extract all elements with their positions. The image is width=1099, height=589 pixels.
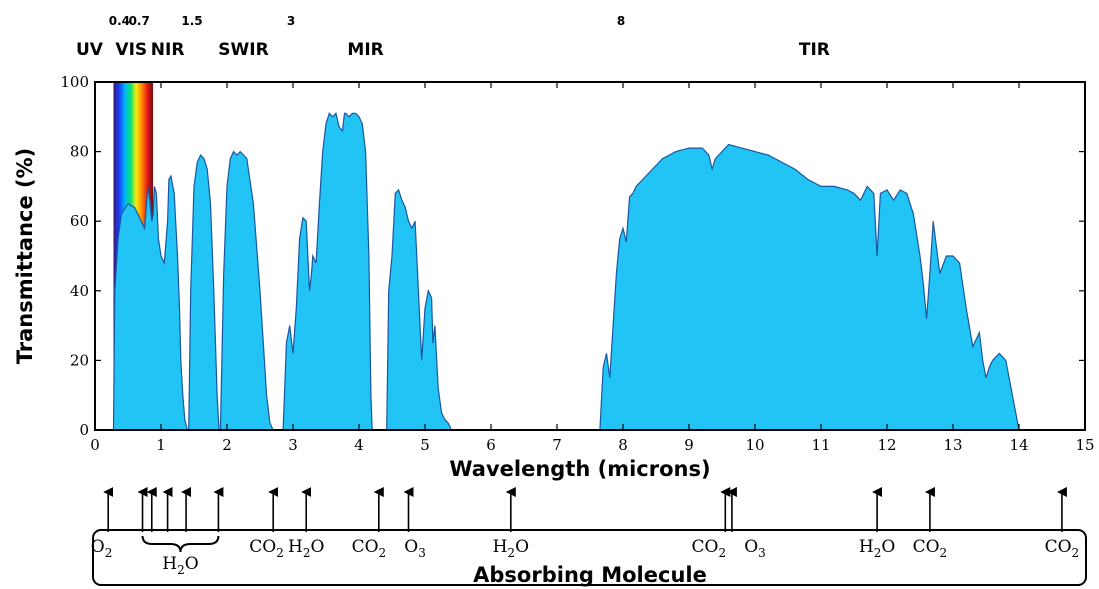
x-axis-title: Wavelength (microns) — [449, 457, 710, 481]
h2o-group-brace — [141, 535, 220, 553]
band-label: TIR — [799, 40, 830, 60]
transmission-window-2 — [188, 154, 220, 431]
boundary-label: 1.5 — [181, 14, 202, 28]
molecule-box — [92, 529, 1087, 586]
band-label: VIS — [115, 40, 147, 60]
transmission-window-5 — [386, 188, 453, 431]
x-tick-label: 10 — [745, 436, 764, 454]
x-tick-label: 7 — [552, 436, 562, 454]
molecule-label: O3 — [404, 537, 426, 560]
x-tick-label: 11 — [811, 436, 830, 454]
boundary-label: 8 — [617, 14, 625, 28]
x-tick-label: 13 — [943, 436, 962, 454]
molecule-label: H2O — [859, 537, 895, 560]
molecule-label: CO2 — [913, 537, 948, 560]
x-tick-label: 5 — [420, 436, 430, 454]
plot-frame — [94, 81, 1086, 431]
molecule-label: CO2 — [249, 537, 284, 560]
x-tick-label: 8 — [618, 436, 628, 454]
x-tick-label: 14 — [1009, 436, 1028, 454]
x-tick-label: 1 — [156, 436, 166, 454]
y-tick-label: 40 — [70, 282, 89, 300]
band-label: MIR — [347, 40, 383, 60]
band-label: NIR — [151, 40, 185, 60]
molecule-label: O2 — [91, 537, 113, 560]
molecule-box-title: Absorbing Molecule — [473, 563, 707, 587]
molecule-label: CO2 — [352, 537, 387, 560]
band-label: SWIR — [218, 40, 268, 60]
band-label: UV — [76, 40, 104, 60]
molecule-label: CO2 — [692, 537, 727, 560]
boundary-label: 0.7 — [129, 14, 150, 28]
transmission-window-4 — [282, 112, 373, 431]
y-tick-label: 80 — [70, 143, 89, 161]
x-tick-label: 0 — [90, 436, 100, 454]
y-axis-title: Transmittance (%) — [13, 148, 37, 365]
boundary-label: 0.4 — [109, 14, 130, 28]
transmission-window-6 — [599, 143, 1020, 431]
boundary-label: 3 — [287, 14, 295, 28]
x-tick-label: 4 — [354, 436, 364, 454]
y-tick-label: 60 — [70, 212, 89, 230]
molecule-label: CO2 — [1045, 537, 1080, 560]
y-tick-label: 20 — [70, 351, 89, 369]
x-tick-label: 12 — [877, 436, 896, 454]
molecule-label: O3 — [744, 537, 766, 560]
molecule-label: H2O — [162, 554, 198, 577]
x-tick-label: 2 — [222, 436, 232, 454]
molecule-label: H2O — [493, 537, 529, 560]
x-tick-label: 6 — [486, 436, 496, 454]
y-tick-label: 100 — [60, 73, 89, 91]
transmission-window-3 — [219, 150, 275, 431]
y-tick-label: 0 — [79, 421, 89, 439]
x-tick-label: 9 — [684, 436, 694, 454]
x-tick-label: 15 — [1075, 436, 1094, 454]
molecule-label: H2O — [288, 537, 324, 560]
transmission-window-1 — [112, 174, 189, 431]
x-tick-label: 3 — [288, 436, 298, 454]
